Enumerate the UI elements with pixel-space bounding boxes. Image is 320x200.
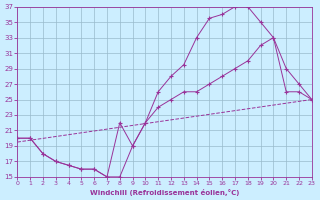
X-axis label: Windchill (Refroidissement éolien,°C): Windchill (Refroidissement éolien,°C) — [90, 189, 239, 196]
